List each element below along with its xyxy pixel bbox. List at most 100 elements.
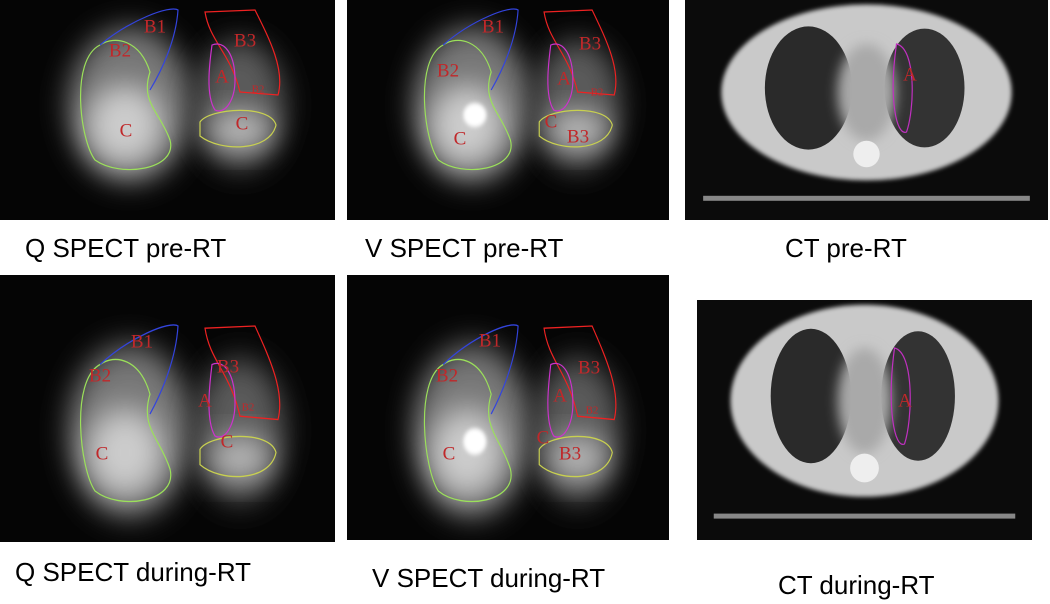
panel-image xyxy=(0,275,335,542)
panel-caption: V SPECT pre-RT xyxy=(365,233,564,263)
contour-a xyxy=(208,362,236,438)
left-lung-core xyxy=(87,408,163,497)
right-lung xyxy=(881,331,955,461)
left-lung xyxy=(770,328,852,464)
region-label: B2 xyxy=(242,402,255,414)
image-content xyxy=(347,0,669,220)
region-label: B2 xyxy=(436,365,458,386)
region-label: B2 xyxy=(109,40,131,61)
spine xyxy=(850,453,879,483)
contour-b1 xyxy=(99,8,179,91)
scanner-table xyxy=(713,513,1016,519)
region-label: B2 xyxy=(586,405,599,417)
image-content xyxy=(685,0,1048,220)
contour-a xyxy=(890,347,911,445)
region-label: A xyxy=(557,68,571,89)
contour-c-right xyxy=(199,435,277,478)
contour-c xyxy=(80,39,172,171)
image-content xyxy=(697,300,1032,540)
image-content xyxy=(0,0,335,220)
region-label: B2 xyxy=(591,87,604,99)
region-label: C xyxy=(545,111,558,132)
panel-image xyxy=(697,300,1032,540)
image-content xyxy=(347,275,669,540)
region-label: B2 xyxy=(437,60,459,81)
lung-scan xyxy=(412,324,621,517)
contour-a xyxy=(892,43,913,133)
contour-c-right xyxy=(538,435,613,478)
right-lung xyxy=(884,28,965,148)
region-label: A xyxy=(903,64,917,85)
right-lung-core xyxy=(546,436,609,480)
mediastinum xyxy=(837,348,892,454)
left-lung xyxy=(764,26,852,150)
region-label: C xyxy=(221,431,234,452)
right-lung-core xyxy=(208,436,272,480)
contour-b1 xyxy=(99,324,179,415)
panel-caption: Q SPECT pre-RT xyxy=(25,233,226,263)
contour-b3 xyxy=(204,325,281,421)
contour-c-right xyxy=(199,109,277,148)
lung-scan xyxy=(68,324,285,517)
region-label: B3 xyxy=(567,126,589,147)
region-label: C xyxy=(443,443,456,464)
region-label: B3 xyxy=(579,33,601,54)
region-label: A xyxy=(898,390,912,411)
contour-c xyxy=(79,358,172,503)
panel-image xyxy=(0,0,335,220)
region-label: B1 xyxy=(131,331,153,352)
contour-b1 xyxy=(442,324,519,415)
contour-b3 xyxy=(543,9,617,96)
contour-b3 xyxy=(204,9,281,96)
region-label: B3 xyxy=(578,357,600,378)
panel-caption: CT during-RT xyxy=(778,570,935,600)
contour-c-right xyxy=(538,109,613,148)
region-label: B2 xyxy=(252,84,265,96)
lung-scan xyxy=(68,8,285,183)
lung-scan xyxy=(412,8,621,183)
contour-c xyxy=(423,39,512,171)
region-label: C xyxy=(454,128,467,149)
right-lung-core xyxy=(546,110,609,150)
left-lung-core xyxy=(430,85,504,165)
contour-b1 xyxy=(442,8,519,91)
panel-image xyxy=(347,0,669,220)
region-label: C xyxy=(236,113,249,134)
left-lung-core xyxy=(430,408,504,497)
right-lung-uptake xyxy=(195,40,285,170)
region-label: B1 xyxy=(482,16,504,37)
panel-caption: V SPECT during-RT xyxy=(372,563,605,593)
region-label: B3 xyxy=(217,356,239,377)
right-lung-uptake xyxy=(534,40,621,170)
region-label: A xyxy=(215,66,229,87)
contour-a xyxy=(547,43,574,112)
region-label: B1 xyxy=(144,16,166,37)
left-lung-core xyxy=(87,85,163,165)
contour-c xyxy=(423,358,512,503)
image-content xyxy=(0,275,335,542)
region-label: C xyxy=(120,120,133,141)
hot-spot xyxy=(463,103,487,127)
region-label: B3 xyxy=(234,30,256,51)
spine xyxy=(853,140,880,168)
region-label: A xyxy=(553,385,567,406)
region-label: B2 xyxy=(89,365,111,386)
hot-spot xyxy=(463,428,487,455)
right-lung-uptake xyxy=(195,359,285,502)
right-lung-core xyxy=(208,110,272,150)
contour-a xyxy=(547,362,574,438)
contour-a xyxy=(208,43,236,112)
region-label: B3 xyxy=(559,443,581,464)
panel-caption: CT pre-RT xyxy=(785,233,907,263)
region-label: C xyxy=(537,427,550,448)
scanner-table xyxy=(703,195,1030,201)
panel-caption: Q SPECT during-RT xyxy=(15,557,251,587)
panel-image xyxy=(347,275,669,540)
region-label: B1 xyxy=(479,330,501,351)
panel-image xyxy=(685,0,1048,220)
mediastinum xyxy=(837,44,896,141)
contour-b3 xyxy=(543,325,617,421)
region-label: A xyxy=(198,390,212,411)
region-label: C xyxy=(96,443,109,464)
